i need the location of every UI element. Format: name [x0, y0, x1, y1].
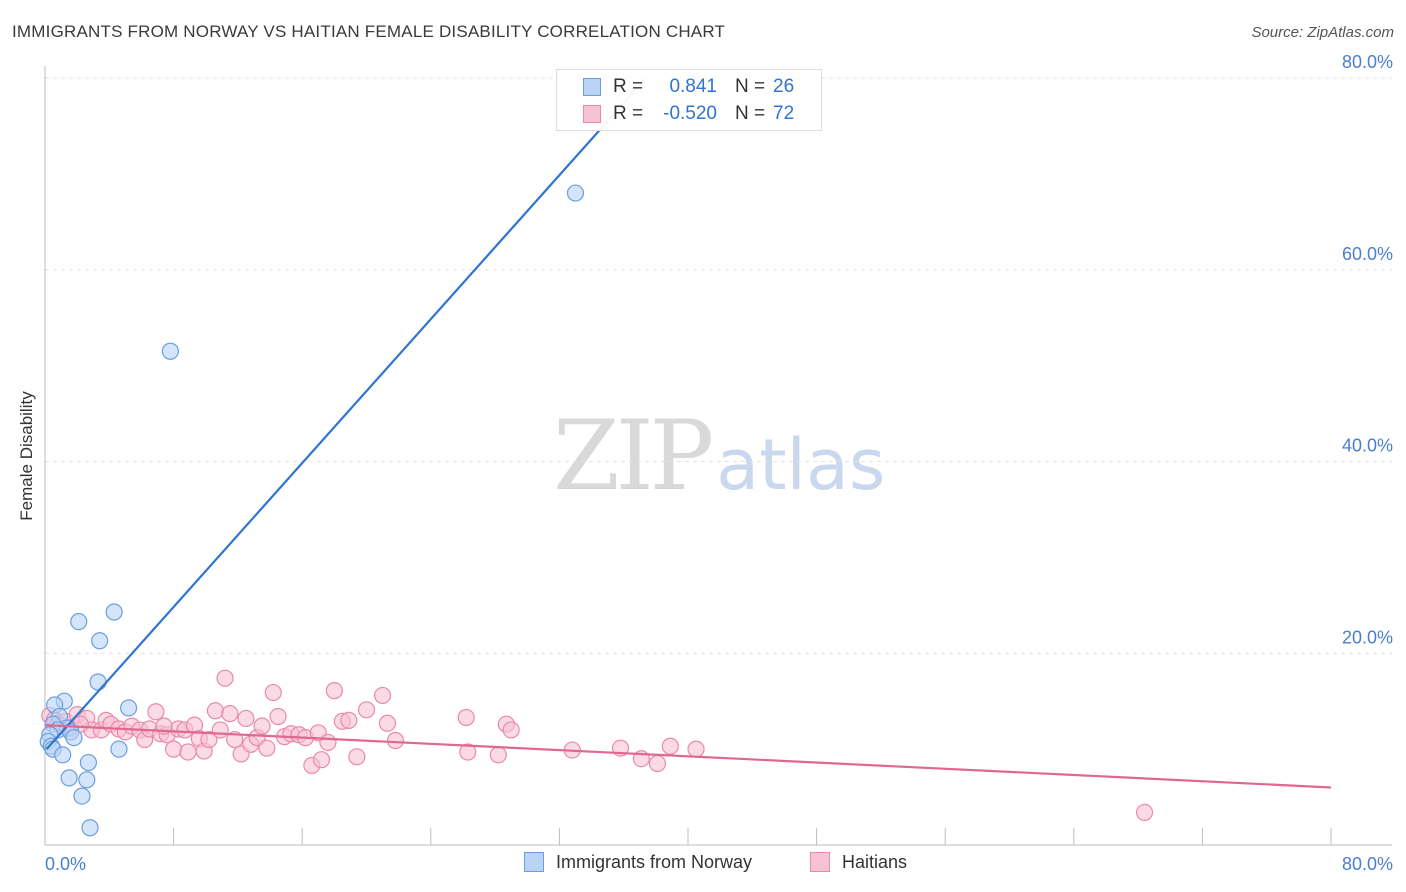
haitians-point — [378, 714, 396, 732]
r-value: 0.841 — [669, 76, 717, 97]
chart-title: IMMIGRANTS FROM NORWAY VS HAITIAN FEMALE… — [12, 22, 726, 41]
haitians-point — [165, 740, 183, 758]
haitians-point — [206, 702, 224, 720]
r-label: R = — [613, 76, 644, 97]
n-value: 72 — [773, 103, 795, 124]
haitians-point — [216, 669, 234, 687]
legend-swatch-haitians — [810, 852, 830, 872]
y-tick-label: 80.0% — [1342, 52, 1393, 72]
stats-row-haitians: R = -0.520 N = 72 — [557, 101, 821, 127]
haitians-point — [200, 730, 218, 749]
legend-label-norway: Immigrants from Norway — [556, 852, 753, 872]
norway-point — [81, 819, 99, 837]
y-tick-label: 60.0% — [1342, 244, 1393, 264]
haitians-point — [312, 751, 331, 769]
haitians-point — [179, 743, 197, 761]
haitians-point — [253, 717, 271, 735]
haitians-point — [357, 701, 376, 719]
haitians-point — [687, 740, 705, 758]
norway-point — [60, 769, 78, 787]
n-label: N = — [735, 76, 766, 97]
legend-item-norway[interactable]: Immigrants from Norway — [524, 852, 752, 873]
haitians-point — [325, 682, 343, 700]
x-tick-label: 80.0% — [1342, 854, 1393, 874]
norway-point — [105, 603, 123, 621]
haitians-point — [269, 707, 287, 726]
norway-trend-line — [45, 77, 648, 750]
haitians-point — [661, 737, 679, 755]
legend-label-haitians: Haitians — [842, 852, 908, 872]
norway-point — [161, 342, 179, 360]
x-tick-label: 0.0% — [45, 854, 86, 874]
n-value: 26 — [773, 76, 795, 97]
haitians-point — [648, 754, 667, 773]
norway-point — [73, 787, 91, 805]
r-value: -0.520 — [663, 103, 717, 124]
haitians-point — [457, 708, 475, 727]
haitians-point — [147, 703, 165, 721]
norway-point — [65, 729, 83, 747]
haitians-point — [319, 733, 337, 752]
n-label: N = — [735, 103, 766, 124]
haitians-point — [258, 739, 276, 757]
source-credit: Source: ZipAtlas.com — [1251, 24, 1394, 41]
haitians-trend-line — [44, 724, 1332, 789]
r-label: R = — [613, 103, 644, 124]
y-axis-label: Female Disability — [17, 391, 36, 521]
norway-point — [566, 184, 585, 202]
haitians-point — [459, 743, 477, 761]
y-tick-label: 40.0% — [1342, 436, 1393, 456]
haitians-point — [340, 711, 358, 729]
haitians-swatch — [583, 105, 601, 123]
haitians-point — [264, 683, 282, 702]
haitians-point — [348, 748, 366, 766]
haitians-point — [386, 731, 405, 750]
norway-point — [110, 740, 128, 758]
haitians-point — [502, 721, 520, 739]
norway-swatch — [583, 78, 601, 96]
norway-point — [91, 632, 109, 650]
haitians-point — [211, 721, 229, 739]
legend-item-haitians[interactable]: Haitians — [810, 852, 907, 873]
correlation-stats-box: R = 0.841 N = 26 R = -0.520 N = 72 — [556, 69, 822, 131]
norway-point — [119, 699, 138, 717]
norway-point — [70, 613, 88, 631]
norway-point — [79, 753, 98, 772]
haitians-point — [373, 686, 392, 705]
legend-swatch-norway — [524, 852, 544, 872]
haitians-point — [489, 746, 507, 764]
norway-point — [54, 746, 72, 764]
norway-point — [89, 673, 107, 691]
haitians-point — [221, 705, 239, 723]
y-tick-label: 20.0% — [1342, 627, 1393, 647]
haitians-point — [237, 709, 255, 728]
haitians-point — [1135, 803, 1154, 822]
stats-row-norway: R = 0.841 N = 26 — [557, 74, 821, 100]
norway-point — [78, 771, 96, 789]
